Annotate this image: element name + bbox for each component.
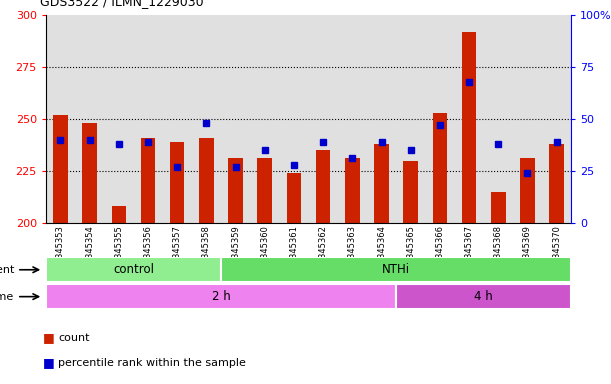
Bar bbox=[462, 32, 477, 223]
Bar bbox=[199, 138, 214, 223]
Bar bbox=[396, 15, 425, 223]
Bar bbox=[192, 15, 221, 223]
Bar bbox=[170, 142, 185, 223]
Bar bbox=[345, 159, 360, 223]
Bar bbox=[46, 284, 396, 309]
Text: NTHi: NTHi bbox=[382, 263, 410, 276]
Bar bbox=[484, 15, 513, 223]
Text: ■: ■ bbox=[43, 331, 54, 344]
Bar bbox=[425, 15, 455, 223]
Bar bbox=[455, 15, 484, 223]
Bar bbox=[374, 144, 389, 223]
Bar bbox=[141, 138, 155, 223]
Bar bbox=[513, 15, 542, 223]
Bar bbox=[433, 113, 447, 223]
Text: 2 h: 2 h bbox=[211, 290, 230, 303]
Bar bbox=[542, 15, 571, 223]
Text: percentile rank within the sample: percentile rank within the sample bbox=[58, 358, 246, 368]
Bar bbox=[53, 115, 68, 223]
Bar bbox=[257, 159, 272, 223]
Bar bbox=[309, 15, 338, 223]
Bar bbox=[229, 159, 243, 223]
Bar bbox=[82, 123, 97, 223]
Text: control: control bbox=[113, 263, 154, 276]
Bar bbox=[46, 257, 221, 282]
Bar bbox=[396, 284, 571, 309]
Bar bbox=[403, 161, 418, 223]
Bar bbox=[75, 15, 104, 223]
Bar bbox=[367, 15, 396, 223]
Bar bbox=[491, 192, 506, 223]
Text: ■: ■ bbox=[43, 356, 54, 369]
Bar bbox=[520, 159, 535, 223]
Text: 4 h: 4 h bbox=[474, 290, 493, 303]
Bar bbox=[338, 15, 367, 223]
Bar bbox=[111, 206, 126, 223]
Bar bbox=[46, 15, 75, 223]
Bar bbox=[279, 15, 309, 223]
Text: time: time bbox=[0, 291, 14, 302]
Text: count: count bbox=[58, 333, 90, 343]
Text: GDS3522 / ILMN_1229030: GDS3522 / ILMN_1229030 bbox=[40, 0, 203, 8]
Bar bbox=[221, 257, 571, 282]
Bar bbox=[287, 173, 301, 223]
Bar bbox=[316, 150, 331, 223]
Bar bbox=[133, 15, 163, 223]
Text: agent: agent bbox=[0, 265, 14, 275]
Bar bbox=[163, 15, 192, 223]
Bar bbox=[250, 15, 279, 223]
Bar bbox=[104, 15, 133, 223]
Bar bbox=[549, 144, 564, 223]
Bar bbox=[221, 15, 250, 223]
